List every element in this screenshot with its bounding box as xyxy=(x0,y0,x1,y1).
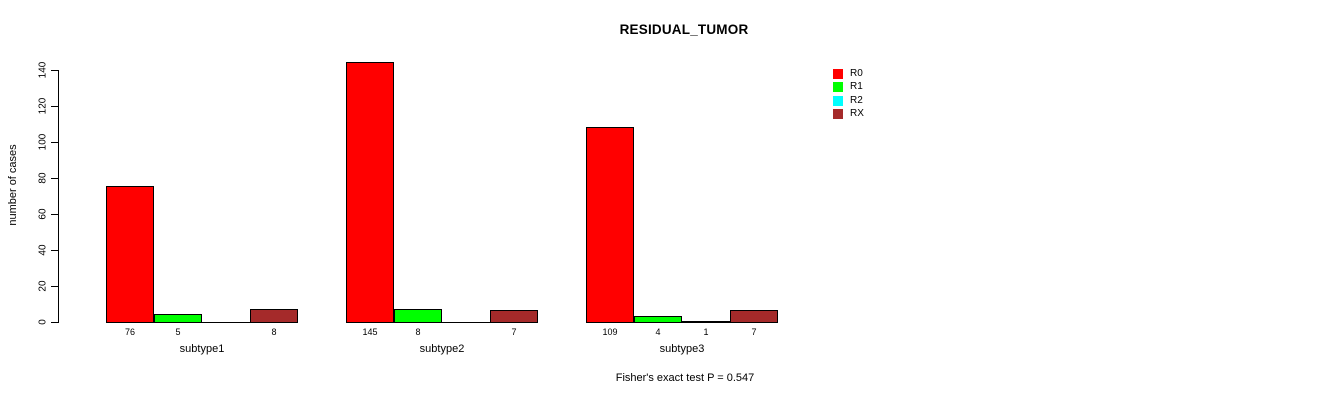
bar-value-label: 109 xyxy=(602,327,618,337)
group-baseline xyxy=(346,322,538,323)
x-category-label: subtype1 xyxy=(179,343,225,355)
y-tick xyxy=(51,106,58,107)
y-tick-label: 100 xyxy=(37,133,49,151)
x-category-label: subtype3 xyxy=(659,343,705,355)
bar-R1-subtype1 xyxy=(154,314,202,323)
y-tick xyxy=(51,70,58,71)
legend: R0 R1 R2 RX xyxy=(833,67,864,121)
y-tick xyxy=(51,322,58,323)
bar-R1-subtype2 xyxy=(394,309,442,323)
y-tick xyxy=(51,286,58,287)
bar-RX-subtype3 xyxy=(730,310,778,323)
y-tick-label: 20 xyxy=(37,280,49,292)
y-tick-label: 140 xyxy=(37,61,49,79)
y-tick-label: 120 xyxy=(37,97,49,115)
y-tick-label: 0 xyxy=(37,319,49,325)
legend-label: R2 xyxy=(850,94,863,106)
y-tick xyxy=(51,250,58,251)
bar-value-label: 1 xyxy=(703,327,709,337)
bar-R1-subtype3 xyxy=(634,316,682,323)
legend-label: RX xyxy=(850,108,864,120)
bar-RX-subtype1 xyxy=(250,309,298,323)
stat-annotation: Fisher's exact test P = 0.547 xyxy=(615,372,755,384)
y-tick-label: 80 xyxy=(37,172,49,184)
y-tick xyxy=(51,214,58,215)
bar-value-label: 7 xyxy=(511,327,517,337)
bar-RX-subtype2 xyxy=(490,310,538,323)
bar-R2-subtype3 xyxy=(682,321,730,323)
x-category-label: subtype2 xyxy=(419,343,465,355)
legend-item-R2: R2 xyxy=(833,94,864,108)
y-axis-label: number of cases xyxy=(7,144,19,226)
legend-label: R1 xyxy=(850,81,863,93)
y-tick-label: 40 xyxy=(37,244,49,256)
legend-swatch-R1 xyxy=(833,82,843,93)
legend-swatch-R0 xyxy=(833,68,843,79)
bar-value-label: 5 xyxy=(175,327,181,337)
bar-value-label: 7 xyxy=(751,327,757,337)
legend-swatch-R2 xyxy=(833,95,843,106)
y-tick-label: 60 xyxy=(37,208,49,220)
y-tick xyxy=(51,142,58,143)
legend-item-R0: R0 xyxy=(833,67,864,81)
bar-value-label: 4 xyxy=(655,327,661,337)
bar-R0-subtype2 xyxy=(346,62,394,323)
group-baseline xyxy=(106,322,298,323)
bar-R0-subtype3 xyxy=(586,127,634,323)
bar-value-label: 76 xyxy=(124,327,136,337)
legend-item-R1: R1 xyxy=(833,81,864,95)
legend-label: R0 xyxy=(850,67,863,79)
chart-title: RESIDUAL_TUMOR xyxy=(619,22,749,37)
legend-item-RX: RX xyxy=(833,108,864,122)
bar-value-label: 8 xyxy=(271,327,277,337)
y-tick xyxy=(51,178,58,179)
bar-R0-subtype1 xyxy=(106,186,154,323)
bar-value-label: 8 xyxy=(415,327,421,337)
y-axis-line xyxy=(58,70,59,323)
bar-value-label: 145 xyxy=(362,327,378,337)
legend-swatch-RX xyxy=(833,109,843,120)
